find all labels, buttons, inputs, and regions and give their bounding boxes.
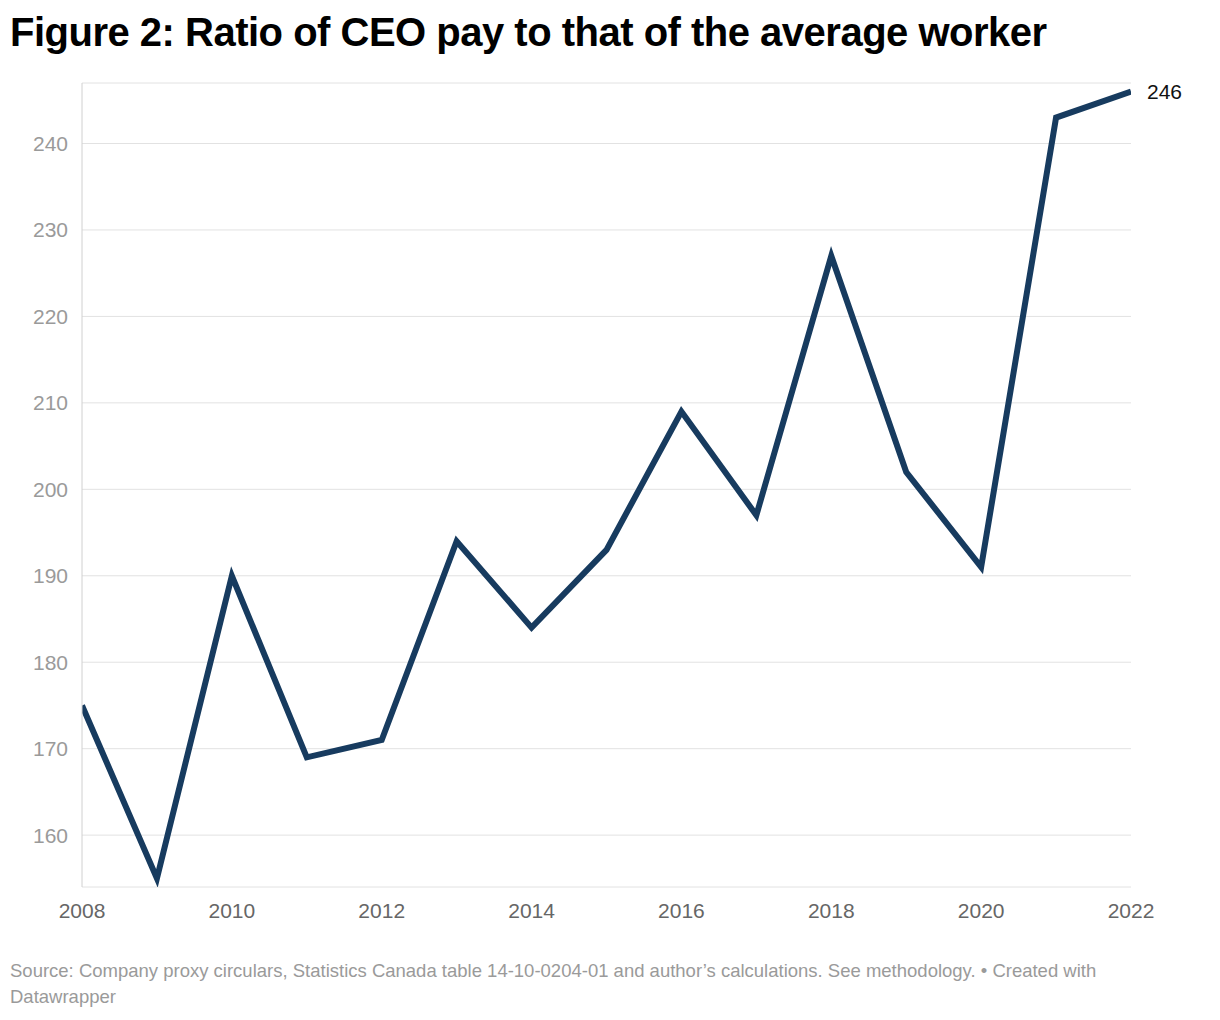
html-text:Source: Company proxy circular: Source: Company proxy circulars, Statist… — [10, 960, 1097, 1007]
svg-text:2018: 2018 — [808, 899, 855, 922]
svg-text:160: 160 — [33, 824, 68, 847]
svg-text:2012: 2012 — [358, 899, 405, 922]
svg-text:240: 240 — [33, 132, 68, 155]
svg-text:2014: 2014 — [508, 899, 555, 922]
svg-text:220: 220 — [33, 305, 68, 328]
svg-text:2022: 2022 — [1108, 899, 1155, 922]
svg-text:2008: 2008 — [59, 899, 106, 922]
svg-text:200: 200 — [33, 478, 68, 501]
svg-text:210: 210 — [33, 391, 68, 414]
svg-text:190: 190 — [33, 564, 68, 587]
svg-text:246: 246 — [1147, 80, 1182, 103]
svg-text:2016: 2016 — [658, 899, 705, 922]
svg-text:2010: 2010 — [208, 899, 255, 922]
html-text:Figure 2: Ratio of CEO pay to: Figure 2: Ratio of CEO pay to that of th… — [10, 10, 1047, 54]
svg-text:230: 230 — [33, 218, 68, 241]
svg-text:180: 180 — [33, 651, 68, 674]
svg-text:170: 170 — [33, 737, 68, 760]
svg-text:2020: 2020 — [958, 899, 1005, 922]
